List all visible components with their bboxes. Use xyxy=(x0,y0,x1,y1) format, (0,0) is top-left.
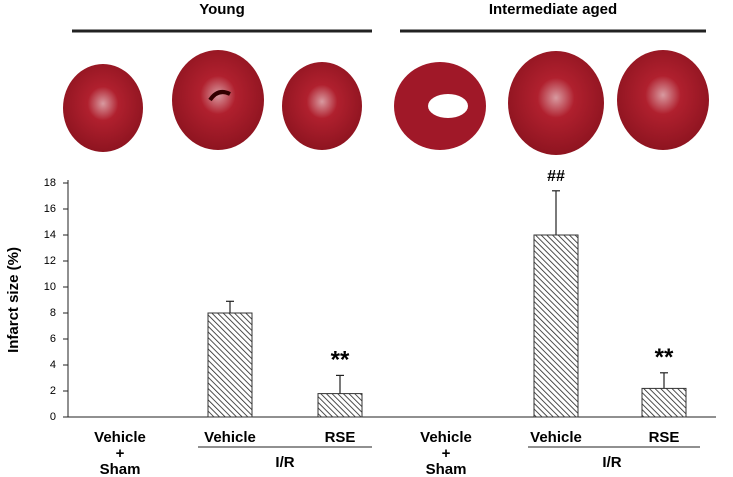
x-tick-label: Vehicle + Sham xyxy=(420,429,472,477)
y-tick-label: 18 xyxy=(44,177,56,189)
heart-image xyxy=(63,64,143,152)
heart-image xyxy=(172,50,264,150)
y-tick-label: 12 xyxy=(44,255,56,267)
heart-detail xyxy=(208,90,231,102)
y-tick-label: 14 xyxy=(44,229,56,241)
bar xyxy=(207,312,253,418)
significance-marker: ** xyxy=(655,344,674,371)
significance-marker: ** xyxy=(331,347,350,374)
group-label: Intermediate aged xyxy=(489,1,617,18)
heart-lumen xyxy=(428,94,468,118)
heart-images xyxy=(63,50,709,155)
group-label: Young xyxy=(199,1,245,18)
heart-image xyxy=(508,51,604,155)
bar xyxy=(533,234,579,418)
y-tick-label: 0 xyxy=(50,411,56,423)
bar xyxy=(317,393,363,418)
subgroup-label: I/R xyxy=(602,454,622,471)
bar xyxy=(641,387,687,418)
y-tick-label: 6 xyxy=(50,333,56,345)
x-tick-label: RSE xyxy=(648,429,680,446)
x-tick-label: RSE xyxy=(324,429,356,446)
heart-image xyxy=(282,62,362,150)
x-tick-label: Vehicle xyxy=(530,429,582,446)
y-axis-label: Infarct size (%) xyxy=(5,247,22,353)
x-tick-label: Vehicle xyxy=(204,429,256,446)
heart-image xyxy=(617,50,709,150)
subgroup-label: I/R xyxy=(275,454,295,471)
y-tick-label: 16 xyxy=(44,203,56,215)
significance-marker: ## xyxy=(547,168,565,185)
y-tick-label: 10 xyxy=(44,281,56,293)
y-tick-label: 8 xyxy=(50,307,56,319)
y-tick-label: 4 xyxy=(50,359,56,371)
x-tick-label: Vehicle + Sham xyxy=(94,429,146,477)
y-tick-label: 2 xyxy=(50,385,56,397)
